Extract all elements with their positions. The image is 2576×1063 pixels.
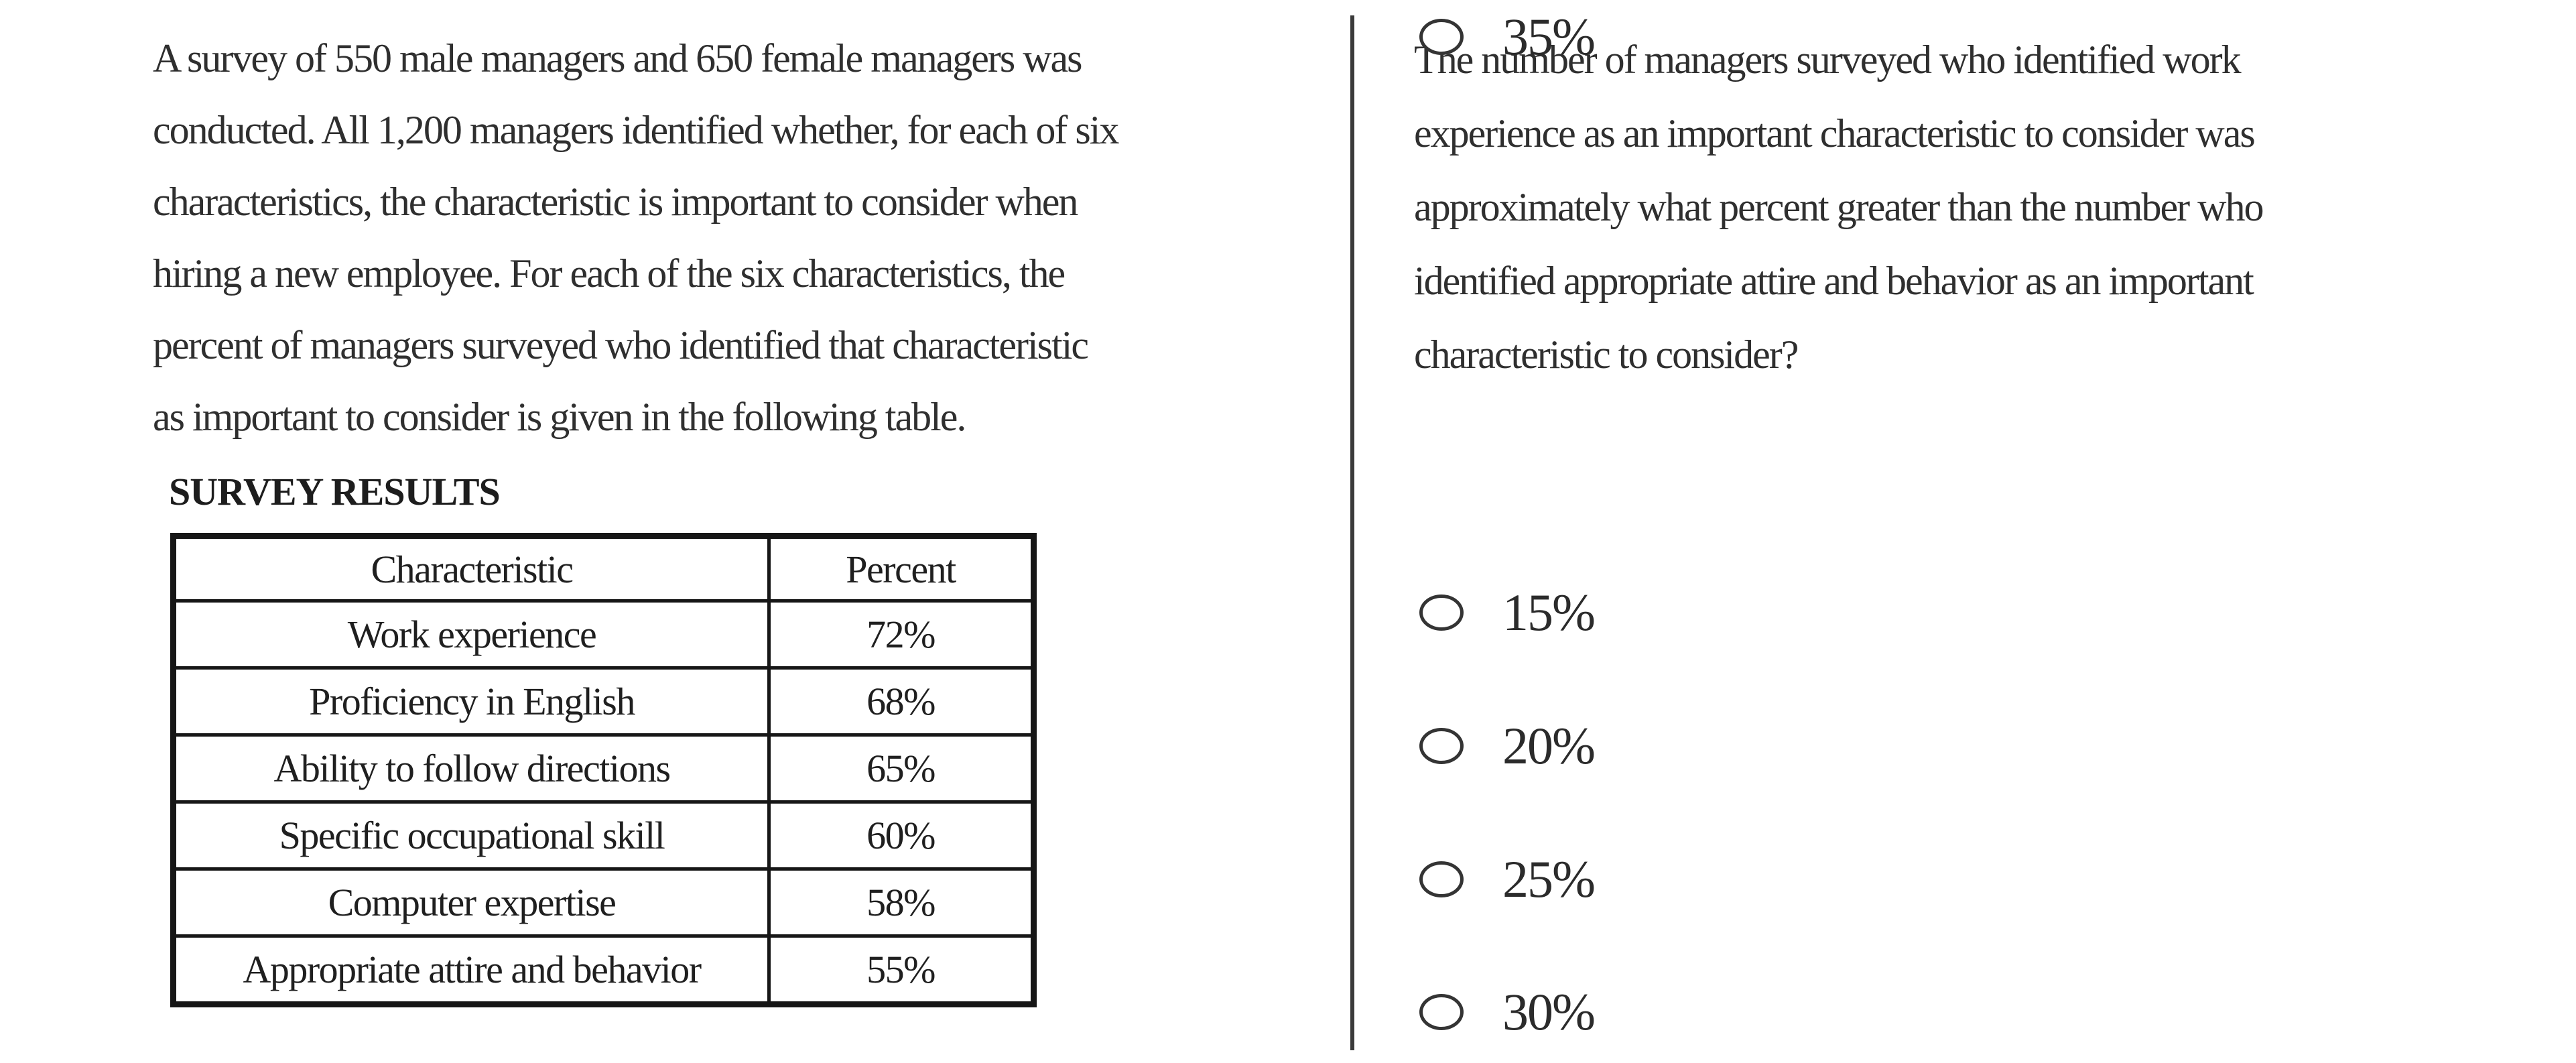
- question-line: approximately what percent greater than …: [1414, 185, 2264, 229]
- radio-button-icon[interactable]: [1419, 861, 1464, 897]
- survey-results-table: Characteristic Percent Work experience 7…: [170, 533, 1037, 1007]
- percent-cell: 58%: [767, 867, 1035, 938]
- paragraph-line: percent of managers surveyed who identif…: [153, 323, 1089, 367]
- radio-button-icon[interactable]: [1419, 994, 1464, 1030]
- paragraph-line: characteristics, the characteristic is i…: [153, 180, 1078, 224]
- column-header-characteristic: Characteristic: [172, 534, 771, 603]
- answer-option[interactable]: 20%: [1419, 709, 1596, 783]
- table-row: Computer expertise 58%: [172, 867, 1035, 938]
- characteristic-cell: Ability to follow directions: [172, 733, 771, 804]
- question-line: characteristic to consider?: [1414, 332, 1799, 377]
- table-row: Appropriate attire and behavior 55%: [172, 934, 1035, 1006]
- paragraph-line: hiring a new employee. For each of the s…: [153, 251, 1066, 296]
- answer-option-label: 35%: [1502, 7, 1596, 66]
- paragraph-line: conducted. All 1,200 managers identified…: [153, 108, 1119, 152]
- question-line: identified appropriate attire and behavi…: [1414, 259, 2254, 303]
- characteristic-cell: Specific occupational skill: [172, 800, 771, 871]
- panel-divider: [1350, 15, 1354, 1050]
- answer-option-label: 25%: [1502, 850, 1596, 908]
- survey-table-title: SURVEY RESULTS: [169, 470, 501, 513]
- answer-option-label: 20%: [1502, 716, 1596, 775]
- answer-option[interactable]: 35%: [1419, 0, 1596, 74]
- stimulus-paragraph: A survey of 550 male managers and 650 fe…: [153, 23, 1326, 453]
- table-row: Work experience 72%: [172, 599, 1035, 670]
- characteristic-cell: Work experience: [172, 599, 771, 670]
- question-line: experience as an important characteristi…: [1414, 111, 2256, 155]
- paragraph-line: A survey of 550 male managers and 650 fe…: [153, 36, 1083, 80]
- table-header-row: Characteristic Percent: [172, 534, 1035, 603]
- characteristic-cell: Proficiency in English: [172, 666, 771, 737]
- percent-cell: 60%: [767, 800, 1035, 871]
- table-row: Ability to follow directions 65%: [172, 733, 1035, 804]
- percent-cell: 55%: [767, 934, 1035, 1006]
- paragraph-line: as important to consider is given in the…: [153, 395, 966, 439]
- characteristic-cell: Computer expertise: [172, 867, 771, 938]
- percent-cell: 68%: [767, 666, 1035, 737]
- percent-cell: 65%: [767, 733, 1035, 804]
- question-line: The number of managers surveyed who iden…: [1414, 38, 2242, 82]
- characteristic-cell: Appropriate attire and behavior: [172, 934, 771, 1006]
- percent-cell: 72%: [767, 599, 1035, 670]
- answer-option[interactable]: 15%: [1419, 576, 1596, 649]
- table-row: Proficiency in English 68%: [172, 666, 1035, 737]
- answer-option-label: 15%: [1502, 583, 1596, 641]
- column-header-percent: Percent: [767, 534, 1035, 603]
- answer-option[interactable]: 25%: [1419, 842, 1596, 916]
- radio-button-icon[interactable]: [1419, 728, 1464, 764]
- radio-button-icon[interactable]: [1419, 595, 1464, 631]
- answer-option-label: 30%: [1502, 983, 1596, 1041]
- radio-button-icon[interactable]: [1419, 19, 1464, 55]
- table-row: Specific occupational skill 60%: [172, 800, 1035, 871]
- answer-option[interactable]: 30%: [1419, 975, 1596, 1049]
- question-text: The number of managers surveyed who iden…: [1414, 23, 2459, 391]
